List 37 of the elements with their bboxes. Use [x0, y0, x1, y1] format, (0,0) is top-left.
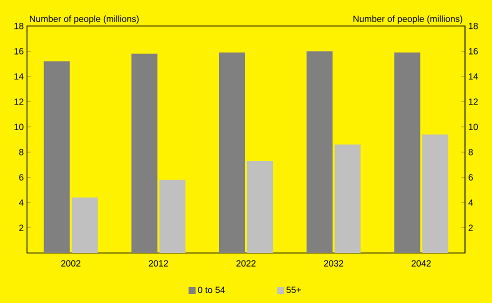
- y2-tick-label: 2: [468, 224, 473, 231]
- y2-tick-label: 12: [468, 98, 478, 105]
- legend-label: 0 to 54: [198, 286, 225, 294]
- x-tick-label: 2022: [236, 260, 256, 267]
- y-tick-label: 6: [19, 174, 24, 181]
- bar: [422, 134, 448, 253]
- y2-tick-label: 4: [468, 199, 473, 206]
- y2-tick-label: 8: [468, 148, 473, 156]
- y2-tick-label: 14: [468, 73, 478, 80]
- y2-tick-label: 6: [468, 174, 473, 181]
- bar: [306, 51, 333, 253]
- x-tick-label: 2032: [324, 260, 344, 267]
- y2-tick-label: 16: [468, 48, 478, 54]
- bar: [219, 52, 246, 253]
- y-tick-label: 16: [14, 48, 24, 54]
- y-tick-label: 4: [19, 199, 24, 206]
- y2-tick-label: 18: [468, 22, 478, 30]
- bar: [44, 61, 70, 253]
- bar: [334, 144, 361, 253]
- bar: [72, 198, 98, 253]
- y-tick-label: 8: [19, 148, 24, 156]
- y-tick-label: 10: [14, 124, 24, 130]
- bar: [247, 160, 273, 253]
- y2-axis-title: Number of people (millions): [354, 15, 462, 24]
- bar: [159, 180, 186, 253]
- bar: [394, 52, 420, 253]
- bar: [131, 54, 158, 253]
- y-tick-label: 2: [19, 224, 24, 231]
- x-tick-label: 2002: [61, 260, 80, 267]
- legend-label: 55+: [286, 286, 301, 294]
- y-axis-title: Number of people (millions): [30, 15, 139, 24]
- y-tick-label: 18: [14, 22, 24, 30]
- x-tick-label: 2042: [412, 260, 431, 267]
- y-tick-label: 14: [14, 73, 24, 80]
- x-tick-label: 2012: [148, 260, 168, 267]
- y2-tick-label: 10: [468, 124, 478, 130]
- y-tick-label: 12: [14, 98, 24, 105]
